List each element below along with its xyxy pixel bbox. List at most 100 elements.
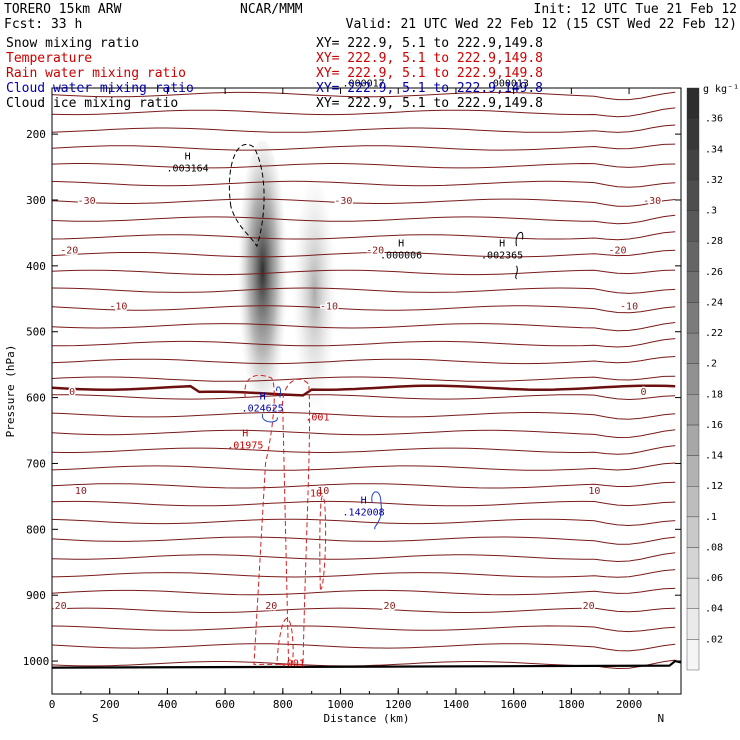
colorbar-tick-label: .28 xyxy=(705,236,723,247)
snow-plume-secondary xyxy=(292,180,337,431)
temperature-line xyxy=(51,180,676,188)
rain-water-contour xyxy=(244,374,311,665)
extremum-marker: H xyxy=(260,391,266,402)
temperature-line xyxy=(51,124,676,133)
x-tick-label: 600 xyxy=(215,698,235,711)
temperature-line xyxy=(51,625,676,633)
cloud-water-contour-2 xyxy=(371,491,382,530)
field-xy: XY= 222.9, 5.1 to 222.9,149.8 xyxy=(316,51,543,66)
y-tick-label: 900 xyxy=(26,589,46,602)
zero-degree-line xyxy=(51,384,676,397)
temperature-line xyxy=(51,305,676,314)
colorbar-tick-label: .04 xyxy=(705,604,723,615)
colorbar-tick-label: .3 xyxy=(705,206,717,217)
south-label: S xyxy=(92,712,99,725)
north-label: N xyxy=(657,712,664,725)
temperature-label: -20 xyxy=(366,245,384,256)
temperature-line xyxy=(51,481,676,489)
temperature-label: -10 xyxy=(109,301,127,312)
temperature-label: 0 xyxy=(69,387,75,398)
colorbar-segment xyxy=(686,118,700,150)
x-tick-label: 1400 xyxy=(443,698,470,711)
axis-ticks: 0 200 400 600 800 1000 1200 1400 1600 1800 2000200… xyxy=(4,88,681,725)
colorbar-tick-label: .26 xyxy=(705,267,723,278)
x-tick-label: 1600 xyxy=(500,698,527,711)
extremum-marker: H xyxy=(499,239,505,250)
colorbar-segment xyxy=(686,577,700,609)
extremum-value: .002365 xyxy=(481,251,523,262)
cloud-ice-contour-2 xyxy=(515,231,524,280)
colorbar-segment xyxy=(686,424,700,456)
temperature-label: 20 xyxy=(265,601,277,612)
contour-value-label: 10 xyxy=(310,488,322,499)
extremum-marker: H xyxy=(361,496,367,507)
colorbar-tick-label: .2 xyxy=(705,359,717,370)
temperature-label: 20 xyxy=(384,601,396,612)
field-name: Cloud water mixing ratio xyxy=(6,81,194,96)
x-axis-label: Distance (km) xyxy=(323,712,409,725)
temperature-line xyxy=(51,198,676,207)
temperature-label: 10 xyxy=(588,486,600,497)
colorbar-tick-label: .06 xyxy=(705,573,723,584)
colorbar-segment xyxy=(686,240,700,272)
cloud-water-contour xyxy=(262,386,282,423)
temperature-line xyxy=(51,91,676,101)
colorbar-tick-label: .36 xyxy=(705,114,723,125)
extremum-value: .142008 xyxy=(343,508,385,519)
temperature-line xyxy=(51,462,676,471)
temperature-line xyxy=(51,231,676,241)
x-tick-label: 1200 xyxy=(385,698,412,711)
temperature-line xyxy=(51,107,676,118)
colorbar-segment xyxy=(686,394,700,426)
temperature-line xyxy=(51,587,676,596)
colorbar-segment xyxy=(686,179,700,211)
init-time: Init: 12 UTC Tue 21 Feb 12 xyxy=(534,2,738,17)
colorbar-segment xyxy=(686,516,700,548)
colorbar-tick-label: .1 xyxy=(705,512,717,523)
temperature-line xyxy=(51,269,676,276)
y-tick-label: 200 xyxy=(26,128,46,141)
colorbar-segment xyxy=(686,302,700,334)
temperature-label: -30 xyxy=(78,196,96,207)
temperature-line xyxy=(51,394,676,401)
extremum-value: .024625 xyxy=(242,403,284,414)
colorbar-segment xyxy=(686,486,700,518)
temperature-line xyxy=(51,162,676,169)
temperature-label: -30 xyxy=(643,196,661,207)
forecast-hour: Fcst: 33 h xyxy=(4,17,82,32)
temperature-line xyxy=(51,569,676,578)
contour-value-label: .000013 xyxy=(487,79,529,90)
header: TORERO 15km ARW NCAR/MMM Init: 12 UTC Tue … xyxy=(4,2,737,111)
snow-shading xyxy=(237,140,337,431)
colorbar-tick-label: .24 xyxy=(705,297,723,308)
mixing-ratio-contours xyxy=(228,144,524,665)
y-tick-label: 400 xyxy=(26,260,46,273)
field-xy: XY= 222.9, 5.1 to 222.9,149.8 xyxy=(316,81,543,96)
temperature-line xyxy=(51,536,676,545)
extremum-value: .01975 xyxy=(227,440,263,451)
temperature-line xyxy=(51,643,676,652)
colorbar-segment xyxy=(686,87,700,119)
temperature-line xyxy=(51,500,676,507)
colorbar-segment xyxy=(686,210,700,242)
temperature-label: -10 xyxy=(620,301,638,312)
y-tick-label: 1000 xyxy=(23,655,50,668)
field-name: Snow mixing ratio xyxy=(6,36,139,51)
cloud-ice-contour xyxy=(228,144,265,248)
temperature-label: -30 xyxy=(334,196,352,207)
center-name: NCAR/MMM xyxy=(240,2,303,17)
colorbar-tick-label: .08 xyxy=(705,542,723,553)
temperature-line xyxy=(51,338,676,348)
field-xy: XY= 222.9, 5.1 to 222.9,149.8 xyxy=(316,36,543,51)
temperature-line xyxy=(51,552,676,563)
temperature-label: 20 xyxy=(55,601,67,612)
temperature-line xyxy=(51,322,676,332)
colorbar-segment xyxy=(686,608,700,640)
field-xy: XY= 222.9, 5.1 to 222.9,149.8 xyxy=(316,66,543,81)
x-tick-label: 200 xyxy=(100,698,120,711)
y-tick-label: 300 xyxy=(26,194,46,207)
x-tick-label: 2000 xyxy=(616,698,643,711)
field-name: Temperature xyxy=(6,51,92,66)
temperature-label: -20 xyxy=(60,245,78,256)
